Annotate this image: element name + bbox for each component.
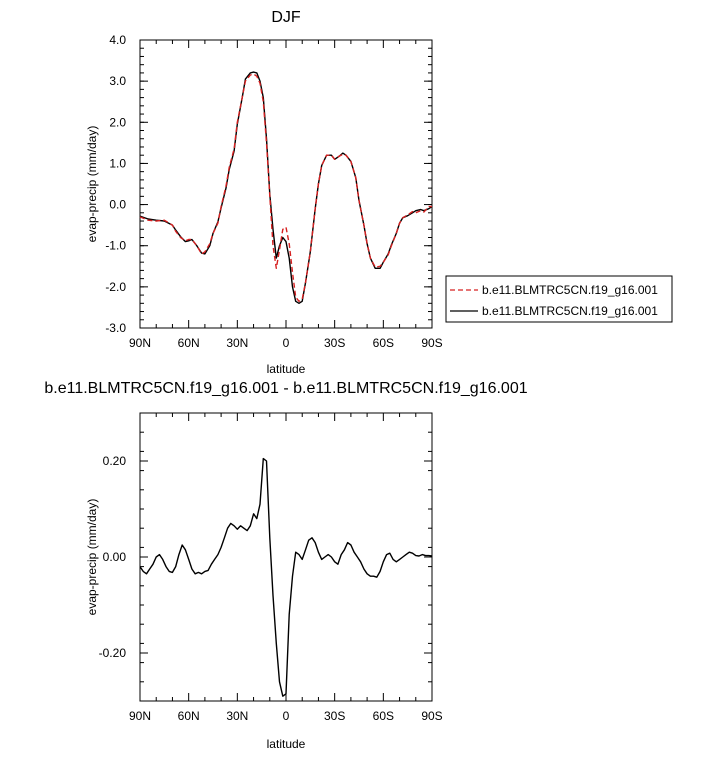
axis-ticks: 90N 60N 30N 0 30S 60S 90S 4.0 3.0 2.0 1.0 0.0 -1.0 -2…: [105, 33, 442, 350]
x-tick-label: 60S: [373, 709, 394, 723]
axis-ticks: 90N 60N 30N 0 30S 60S 90S 0.20 0.00 -0.20: [99, 412, 443, 723]
series-line-1: [139, 457, 433, 697]
x-tick-label: 30N: [226, 336, 248, 350]
x-tick-label: 60S: [373, 336, 394, 350]
chart-title: b.e11.BLMTRC5CN.f19_g16.001 - b.e11.BLMT…: [44, 380, 527, 397]
y-tick-label: 0.20: [103, 454, 127, 468]
x-tick-label: 60N: [178, 336, 200, 350]
bottom-panel: b.e11.BLMTRC5CN.f19_g16.001 - b.e11.BLMT…: [44, 380, 527, 751]
x-tick-label: 30S: [324, 709, 345, 723]
y-tick-label: 0.0: [109, 198, 126, 212]
top-panel: DJF 90N 60N 30N 0 30S 60S 90S 4.0 3.0 2.0 1.0 0.0 -1…: [85, 9, 443, 376]
y-axis-title: evap-precip (mm/day): [85, 499, 99, 616]
y-tick-label: 0.00: [103, 550, 127, 564]
y-tick-label: -2.0: [105, 280, 126, 294]
y-tick-label: 4.0: [109, 33, 126, 47]
x-tick-label: 90S: [421, 709, 442, 723]
y-tick-label: 2.0: [109, 115, 126, 129]
series-lines: [139, 71, 433, 304]
x-tick-label: 30S: [324, 336, 345, 350]
x-tick-label: 0: [283, 336, 290, 350]
legend: b.e11.BLMTRC5CN.f19_g16.001 b.e11.BLMTRC…: [445, 275, 673, 323]
x-tick-label: 90S: [421, 336, 442, 350]
x-tick-label: 0: [283, 709, 290, 723]
legend-box: [445, 275, 673, 323]
series-lines: [139, 457, 433, 697]
plot-frame: [139, 412, 433, 702]
y-tick-label: 3.0: [109, 74, 126, 88]
y-tick-label: -0.20: [99, 646, 127, 660]
series-line-2: [139, 71, 433, 304]
x-tick-label: 90N: [129, 336, 151, 350]
legend-label-series-1: b.e11.BLMTRC5CN.f19_g16.001: [482, 283, 658, 297]
x-axis-title: latitude: [267, 362, 306, 376]
x-tick-label: 30N: [226, 709, 248, 723]
y-tick-label: -1.0: [105, 239, 126, 253]
x-tick-label: 60N: [178, 709, 200, 723]
legend-label-series-2: b.e11.BLMTRC5CN.f19_g16.001: [482, 304, 658, 318]
y-tick-label: -3.0: [105, 321, 126, 335]
y-axis-title: evap-precip (mm/day): [85, 126, 99, 243]
x-axis-title: latitude: [267, 737, 306, 751]
x-tick-label: 90N: [129, 709, 151, 723]
chart-title: DJF: [271, 9, 301, 26]
plot-frame: [139, 39, 433, 329]
y-tick-label: 1.0: [109, 156, 126, 170]
series-line-1: [139, 73, 432, 302]
